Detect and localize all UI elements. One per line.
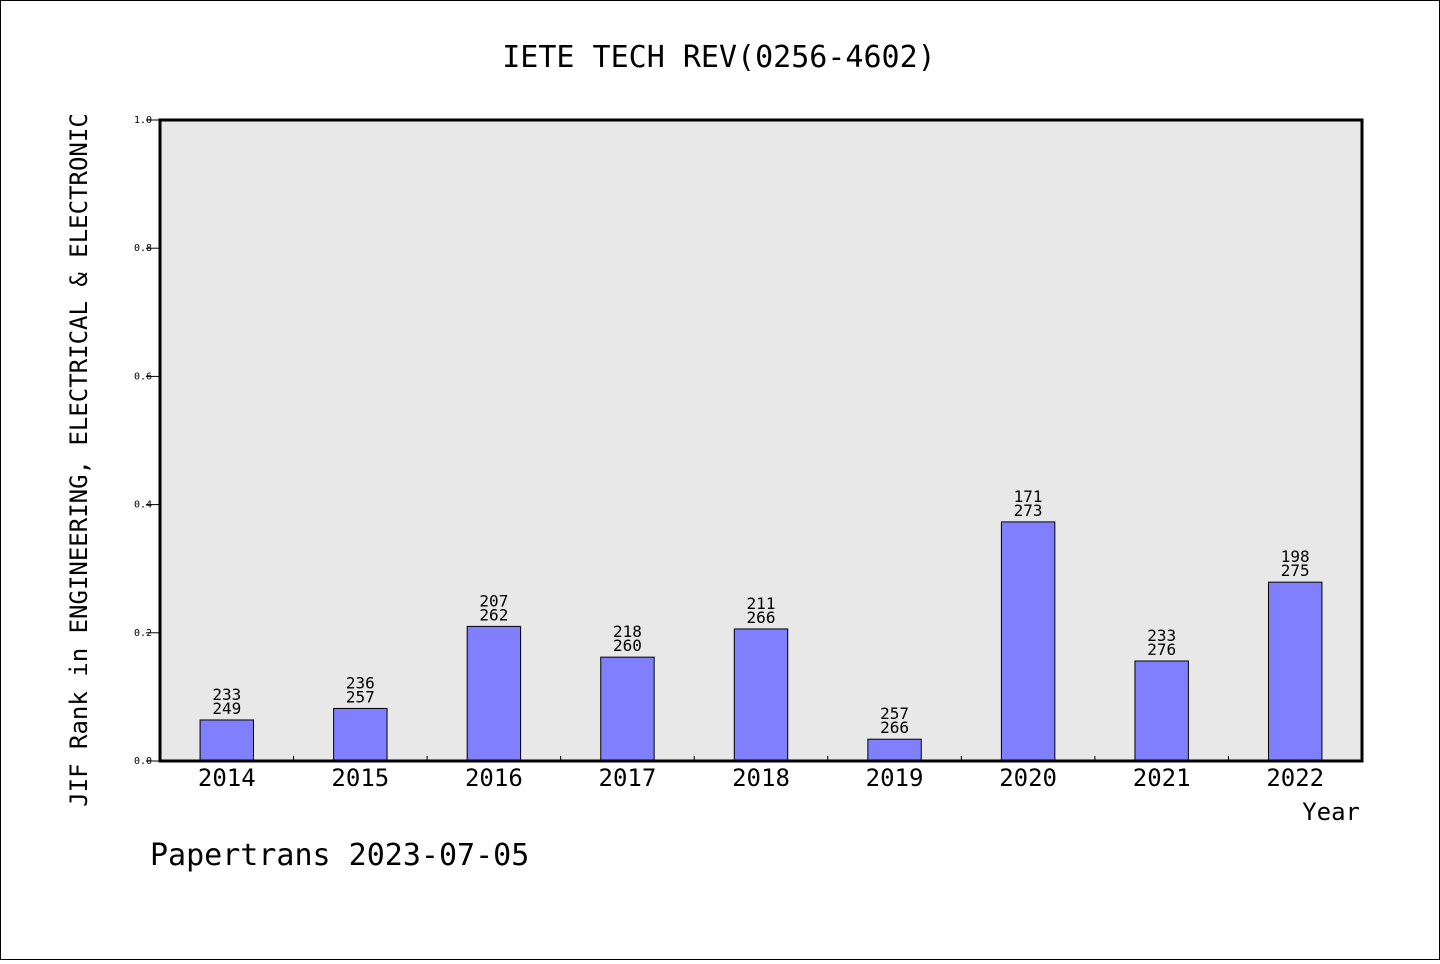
x-tick-label-2016: 2016 (465, 764, 523, 792)
x-tick-label-2022: 2022 (1266, 764, 1324, 792)
bar-2015 (333, 707, 388, 762)
bar-2018 (733, 628, 789, 762)
data-label-top-2014: 233 (212, 685, 241, 704)
bar-2017 (600, 656, 655, 762)
bars-layer (199, 521, 1323, 762)
data-label-top-2021: 233 (1147, 626, 1176, 645)
bar-2019 (867, 738, 922, 762)
x-axis: 2014 2015 2016 2017 2018 2019 2020 2021 2022 (198, 756, 1324, 792)
y-axis: 0.0 0.2 0.4 0.6 0.8 1.0 (134, 115, 160, 767)
data-label-top-2017: 218 (613, 622, 642, 641)
data-label-top-2018: 211 (747, 594, 776, 613)
data-label-bottom-2016: 262 (479, 605, 508, 624)
data-label-bottom-2014: 249 (212, 699, 241, 718)
bar-2016 (466, 625, 522, 762)
y-tick-label: 0.0 (134, 756, 152, 767)
data-label-top-2016: 207 (479, 591, 508, 610)
bar-2022 (1268, 581, 1323, 762)
x-tick-label-2015: 2015 (331, 764, 389, 792)
y-tick-label: 0.8 (134, 243, 152, 254)
x-tick-label-2018: 2018 (732, 764, 790, 792)
y-tick-label: 1.0 (134, 115, 152, 126)
data-label-bottom-2017: 260 (613, 636, 642, 655)
data-label-bottom-2021: 276 (1147, 640, 1176, 659)
y-tick-label: 0.2 (134, 628, 152, 639)
bar-2020 (1000, 521, 1056, 762)
data-labels-layer: 2332492362572072622182602112662572661712… (212, 487, 1309, 737)
plot-border (158, 118, 1364, 763)
data-label-bottom-2020: 273 (1014, 501, 1043, 520)
bar-2021 (1134, 660, 1189, 762)
chart-title: IETE TECH REV(0256-4602) (502, 40, 935, 75)
data-label-top-2019: 257 (880, 704, 909, 723)
bar-2014 (199, 719, 254, 762)
data-label-bottom-2018: 266 (747, 608, 776, 627)
x-tick-label-2014: 2014 (198, 764, 256, 792)
data-label-top-2022: 198 (1281, 547, 1310, 566)
data-label-top-2015: 236 (346, 673, 375, 692)
footer-credit: Papertrans 2023-07-05 (150, 838, 529, 873)
data-label-top-2020: 171 (1014, 487, 1043, 506)
x-tick-label-2019: 2019 (866, 764, 924, 792)
data-label-bottom-2019: 266 (880, 718, 909, 737)
x-tick-label-2017: 2017 (599, 764, 657, 792)
y-axis-label: JIF Rank in ENGINEERING, ELECTRICAL & EL… (65, 113, 93, 807)
data-label-bottom-2022: 275 (1281, 561, 1310, 580)
y-tick-label: 0.6 (134, 371, 152, 382)
x-axis-label: Year (1302, 798, 1360, 826)
x-tick-label-2020: 2020 (999, 764, 1057, 792)
data-label-bottom-2015: 257 (346, 687, 375, 706)
y-tick-label: 0.4 (134, 500, 152, 511)
x-tick-label-2021: 2021 (1133, 764, 1191, 792)
